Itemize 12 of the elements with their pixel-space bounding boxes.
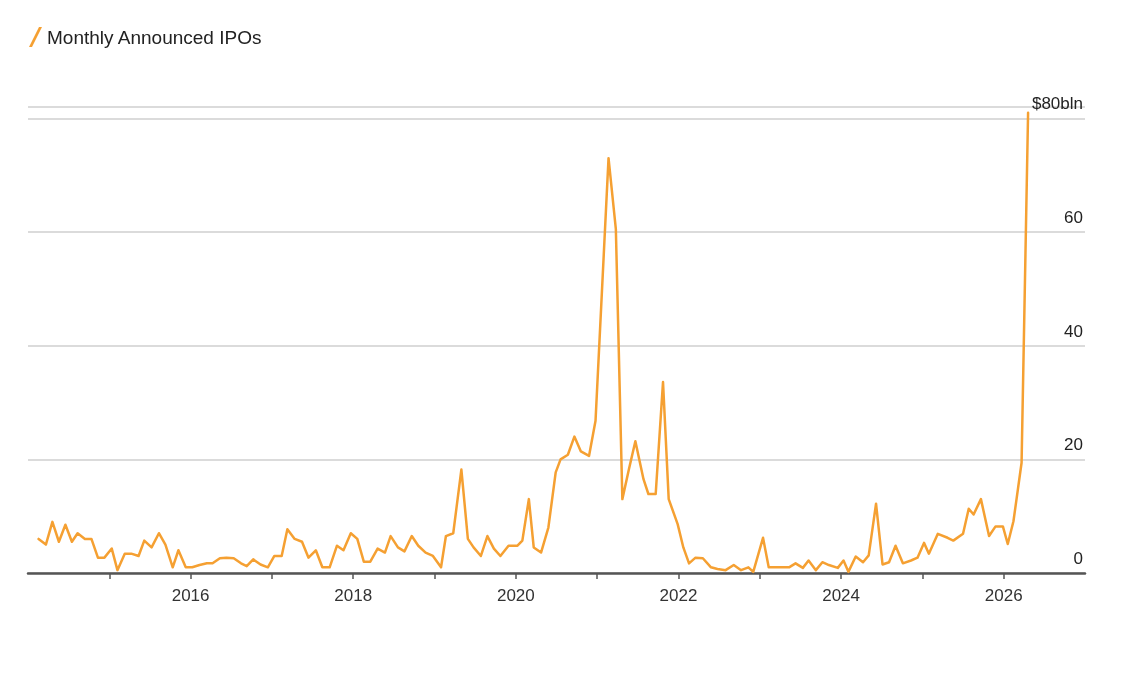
x-tick-label: 2024 (822, 586, 860, 605)
y-tick-label: $80bln (1031, 94, 1083, 114)
x-tick-label: 2018 (334, 586, 373, 605)
x-tick-label: 2016 (171, 586, 210, 605)
x-tick-label: 2022 (659, 586, 698, 605)
x-tick-label: 2026 (984, 586, 1023, 605)
x-tick-label: 2020 (496, 586, 535, 605)
legend-label: Monthly Announced IPOs (47, 26, 262, 48)
y-tick-label: 40 (1064, 321, 1083, 341)
y-tick-label: 0 (1073, 549, 1083, 568)
y-tick-label: 60 (1064, 208, 1083, 228)
y-tick-label: 20 (1064, 435, 1083, 455)
